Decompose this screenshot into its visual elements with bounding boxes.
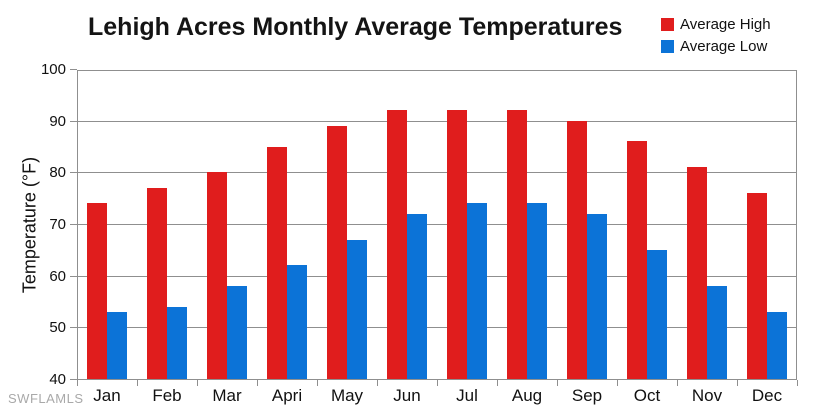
- bar-mar-low: [227, 286, 247, 379]
- bar-jun-low: [407, 213, 427, 379]
- bar-jan-low: [107, 311, 127, 379]
- legend-swatch-blue: [661, 40, 674, 53]
- y-tick-mark-50: [70, 327, 77, 329]
- bar-jul-high: [447, 110, 467, 379]
- x-tick-mark-12: [797, 380, 798, 386]
- x-tick-mark-2: [197, 380, 198, 386]
- bar-group-jul: [437, 71, 497, 379]
- bar-oct-low: [647, 249, 667, 379]
- y-tick-mark-80: [70, 172, 77, 174]
- gridline-y-70: [78, 224, 796, 225]
- bar-group-aug: [497, 71, 557, 379]
- bar-group-nov: [677, 71, 737, 379]
- x-tick-label-jul: Jul: [456, 386, 478, 405]
- x-tick-mark-6: [437, 380, 438, 386]
- x-tick-mark-9: [617, 380, 618, 386]
- x-tick-label-aug: Aug: [511, 386, 543, 405]
- legend-item-average-high: Average High: [661, 16, 771, 33]
- gridline-y-80: [78, 172, 796, 174]
- x-tick-label-jan: Jan: [93, 386, 121, 405]
- bar-group-oct: [617, 71, 677, 379]
- y-tick-mark-40: [70, 379, 77, 380]
- bar-sep-low: [587, 213, 607, 379]
- bar-jan-high: [87, 203, 107, 379]
- x-tick-label-feb: Feb: [152, 386, 182, 405]
- x-tick-mark-3: [257, 380, 258, 386]
- y-tick-mark-70: [70, 224, 77, 225]
- bar-dec-high: [747, 193, 767, 379]
- bar-apri-high: [267, 146, 287, 379]
- bar-nov-low: [707, 286, 727, 379]
- bar-group-may: [317, 71, 377, 379]
- legend-label: Average High: [680, 16, 771, 33]
- y-tick-label-40: 40: [49, 371, 66, 388]
- bar-group-jun: [377, 71, 437, 379]
- y-tick-label-70: 70: [49, 216, 66, 233]
- plot-area: [77, 70, 797, 380]
- legend-swatch-red: [661, 18, 674, 31]
- gridline-y-60: [78, 275, 796, 277]
- bar-dec-low: [767, 311, 787, 379]
- x-tick-label-sep: Sep: [571, 386, 603, 405]
- x-tick-label-dec: Dec: [751, 386, 783, 405]
- x-tick-mark-11: [737, 380, 738, 386]
- x-tick-mark-10: [677, 380, 678, 386]
- bar-jul-low: [467, 203, 487, 379]
- x-tick-mark-4: [317, 380, 318, 386]
- y-tick-mark-60: [70, 275, 77, 277]
- x-tick-label-mar: Mar: [212, 386, 242, 405]
- gridline-y-90: [78, 120, 796, 122]
- y-tick-label-80: 80: [49, 164, 66, 182]
- bar-group-jan: [77, 71, 137, 379]
- bar-group-sep: [557, 71, 617, 379]
- bar-aug-high: [507, 110, 527, 379]
- gridline-y-50: [78, 327, 796, 329]
- x-tick-label-jun: Jun: [393, 386, 421, 405]
- x-tick-mark-5: [377, 380, 378, 386]
- x-tick-label-nov: Nov: [691, 386, 723, 405]
- y-tick-label-100: 100: [40, 61, 66, 78]
- x-tick-label-oct: Oct: [633, 386, 661, 405]
- x-tick-mark-8: [557, 380, 558, 386]
- y-tick-label-60: 60: [49, 267, 66, 285]
- y-tick-label-90: 90: [49, 112, 66, 130]
- bar-group-feb: [137, 71, 197, 379]
- bar-nov-high: [687, 167, 707, 379]
- legend-label: Average Low: [680, 38, 768, 55]
- bar-group-dec: [737, 71, 797, 379]
- bar-aug-low: [527, 203, 547, 379]
- y-tick-mark-90: [70, 120, 77, 122]
- bar-jun-high: [387, 110, 407, 379]
- y-tick-label-50: 50: [49, 319, 66, 337]
- bar-group-mar: [197, 71, 257, 379]
- bar-mar-high: [207, 172, 227, 379]
- x-tick-mark-7: [497, 380, 498, 386]
- legend: Average High Average Low: [661, 16, 771, 55]
- watermark: SWFLAMLS: [8, 391, 84, 406]
- bar-oct-high: [627, 141, 647, 379]
- x-tick-mark-0: [77, 380, 78, 386]
- bar-may-high: [327, 125, 347, 379]
- x-tick-label-apri: Apri: [271, 386, 303, 405]
- x-tick-label-may: May: [330, 386, 364, 405]
- legend-item-average-low: Average Low: [661, 38, 771, 55]
- bar-apri-low: [287, 265, 307, 379]
- y-tick-mark-100: [70, 69, 77, 70]
- x-tick-mark-1: [137, 380, 138, 386]
- bar-feb-low: [167, 306, 187, 379]
- bar-group-apri: [257, 71, 317, 379]
- bar-may-low: [347, 239, 367, 379]
- chart-title: Lehigh Acres Monthly Average Temperature…: [88, 13, 623, 41]
- bar-feb-high: [147, 187, 167, 379]
- bar-sep-high: [567, 120, 587, 379]
